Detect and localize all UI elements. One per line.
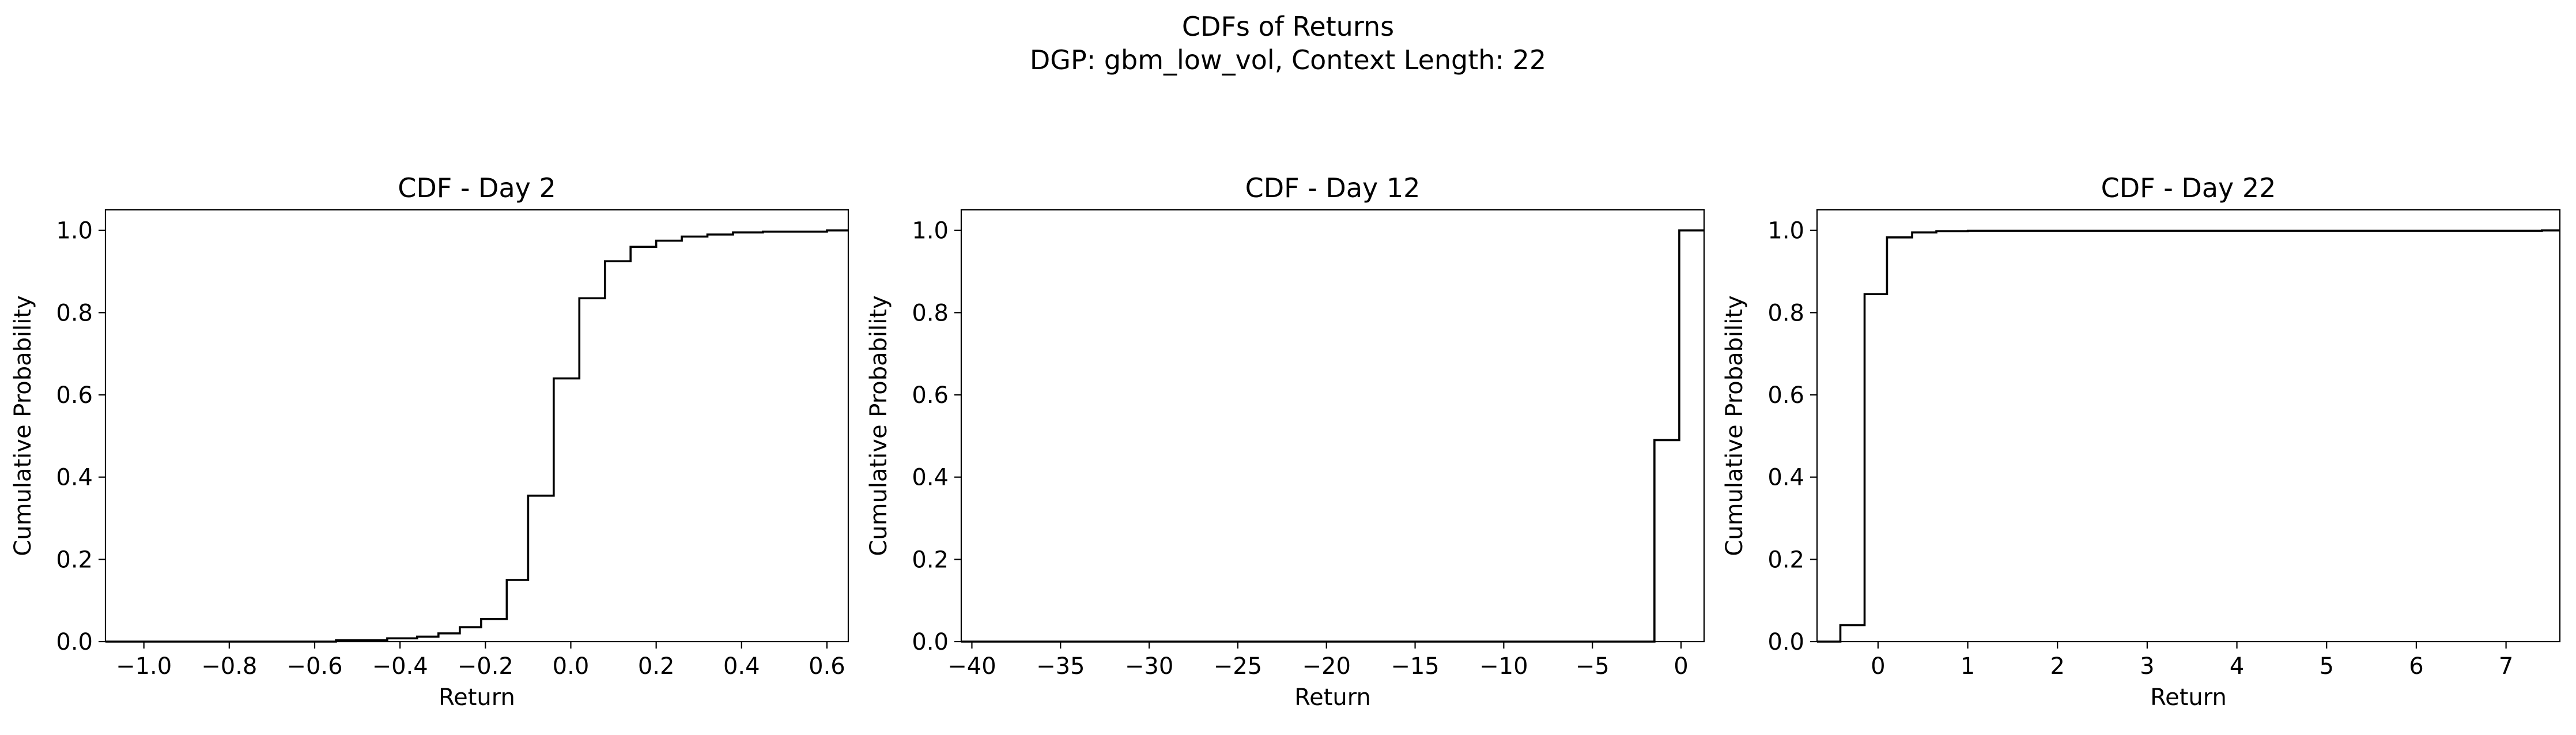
cdf-step-line [1817, 229, 2560, 643]
x-tick-label: −0.2 [458, 653, 513, 680]
y-tick-label: 1.0 [1767, 218, 1804, 244]
y-axis-label: Cumulative Probability [10, 295, 36, 556]
figure-title: CDFs of Returns [1182, 11, 1394, 42]
x-tick-label: −40 [947, 653, 996, 680]
x-axis-label: Return [439, 684, 515, 711]
x-tick-label: −30 [1125, 653, 1173, 680]
x-tick-label: 7 [2499, 653, 2513, 680]
x-tick-label: −15 [1391, 653, 1439, 680]
chart-panel-3: CDF - Day 22 0 1 2 3 4 5 6 7 0.0 0.2 0.4 0.6 0.8 1.0 Re… [1721, 172, 2561, 711]
x-tick-label: −35 [1036, 653, 1085, 680]
y-tick-label: 0.4 [912, 465, 949, 491]
x-tick-label: −0.4 [372, 653, 428, 680]
chart-panel-1: CDF - Day 2 −1.0 −0.8 −0.6 −0.4 −0.2 0.0 0.2 0.4… [10, 172, 849, 711]
x-tick-label: −20 [1302, 653, 1351, 680]
y-tick-label: 0.2 [912, 546, 949, 573]
cdf-step-line [105, 229, 848, 643]
axes-frame [1816, 209, 2561, 643]
x-tick-label: 2 [2050, 653, 2064, 680]
y-tick-label: 0.0 [912, 629, 949, 655]
axes-frame [104, 209, 849, 643]
y-tick-label: 1.0 [56, 218, 93, 244]
y-tick-label: 0.2 [1767, 546, 1804, 573]
y-tick-label: 0.6 [56, 382, 93, 409]
x-tick-label: 4 [2230, 653, 2244, 680]
y-axis-label: Cumulative Probability [1721, 295, 1748, 556]
x-tick-label: −0.6 [286, 653, 342, 680]
x-tick-label: −0.8 [201, 653, 257, 680]
x-tick-label: 1 [1961, 653, 1975, 680]
y-tick-label: 0.0 [1767, 629, 1804, 655]
x-tick-label: 0.4 [723, 653, 760, 680]
x-tick-label: 6 [2409, 653, 2423, 680]
y-tick-label: 0.8 [1767, 300, 1804, 326]
x-tick-label: 0 [1674, 653, 1688, 680]
cdf-step-line [961, 229, 1704, 643]
x-tick-label: −10 [1479, 653, 1528, 680]
x-tick-label: 0.6 [809, 653, 845, 680]
y-tick-label: 1.0 [912, 218, 949, 244]
x-tick-label: 5 [2320, 653, 2334, 680]
y-tick-label: 0.6 [1767, 382, 1804, 409]
chart-title: CDF - Day 12 [1245, 172, 1421, 203]
chart-panel-2: CDF - Day 12 −40 −35 −30 −25 −20 −15 −10 −5 0 0.0 0… [866, 172, 1705, 711]
x-tick-label: 3 [2140, 653, 2154, 680]
x-tick-label: 0 [1871, 653, 1885, 680]
panels: CDF - Day 2 −1.0 −0.8 −0.6 −0.4 −0.2 0.0 0.2 0.4… [10, 172, 2561, 711]
x-tick-label: 0.2 [638, 653, 675, 680]
x-axis-label: Return [1294, 684, 1371, 711]
y-tick-label: 0.8 [912, 300, 949, 326]
y-tick-label: 0.4 [56, 465, 93, 491]
chart-title: CDF - Day 2 [398, 172, 556, 203]
figure-subtitle: DGP: gbm_low_vol, Context Length: 22 [1030, 44, 1546, 76]
x-tick-label: −25 [1214, 653, 1262, 680]
y-tick-label: 0.0 [56, 629, 93, 655]
axes-frame [960, 209, 1705, 643]
x-axis-label: Return [2150, 684, 2227, 711]
y-tick-label: 0.2 [56, 546, 93, 573]
y-tick-label: 0.6 [912, 382, 949, 409]
y-tick-label: 0.8 [56, 300, 93, 326]
y-tick-label: 0.4 [1767, 465, 1804, 491]
y-axis-label: Cumulative Probability [866, 295, 892, 556]
x-tick-label: −5 [1576, 653, 1610, 680]
chart-title: CDF - Day 22 [2101, 172, 2276, 203]
x-tick-label: 0.0 [553, 653, 590, 680]
x-tick-label: −1.0 [116, 653, 172, 680]
